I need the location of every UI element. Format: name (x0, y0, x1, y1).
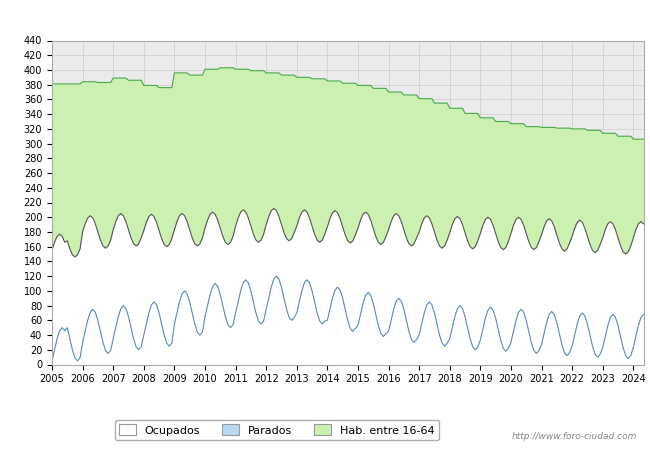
Text: http://www.foro-ciudad.com: http://www.foro-ciudad.com (512, 432, 637, 441)
Text: Covarrubias - Evolucion de la poblacion en edad de Trabajar Mayo de 2024: Covarrubias - Evolucion de la poblacion … (63, 14, 587, 27)
Legend: Ocupados, Parados, Hab. entre 16-64: Ocupados, Parados, Hab. entre 16-64 (114, 419, 439, 440)
